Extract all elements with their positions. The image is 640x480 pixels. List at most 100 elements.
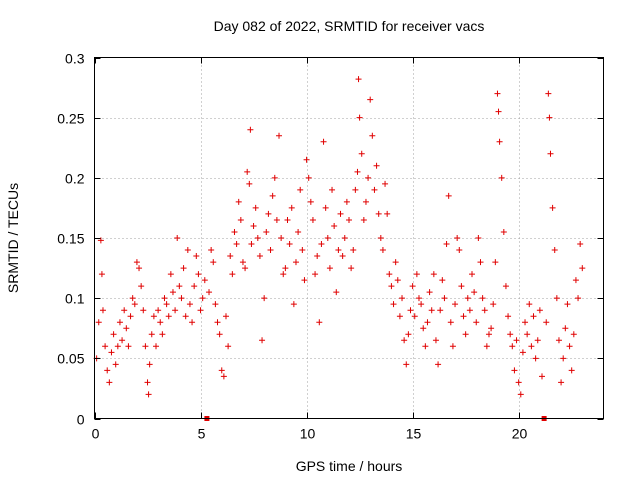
data-point — [479, 295, 486, 302]
data-point — [390, 301, 397, 308]
data-point — [324, 235, 331, 241]
data-point — [114, 343, 121, 350]
data-point — [256, 253, 263, 260]
data-point — [443, 241, 450, 248]
data-point — [399, 295, 406, 302]
data-point — [507, 331, 514, 338]
data-point — [98, 271, 105, 278]
data-point — [519, 349, 526, 356]
data-point — [435, 361, 442, 368]
data-point — [112, 361, 119, 368]
data-point — [575, 295, 582, 302]
data-point — [276, 132, 283, 139]
data-point — [140, 307, 147, 314]
data-point — [407, 307, 414, 314]
data-point — [547, 150, 554, 157]
data-point — [564, 301, 571, 308]
data-point — [248, 241, 255, 248]
data-point — [447, 319, 454, 326]
y-tick-label: 0 — [77, 412, 85, 428]
data-point — [526, 301, 533, 308]
data-point — [182, 313, 189, 320]
data-point — [373, 162, 380, 169]
data-point — [280, 271, 287, 278]
data-point — [355, 76, 362, 83]
data-point — [121, 307, 128, 314]
data-point — [422, 343, 429, 350]
data-point — [420, 325, 427, 332]
data-point — [502, 283, 509, 290]
data-point — [553, 295, 560, 302]
data-point — [299, 247, 306, 254]
data-point — [195, 271, 202, 278]
data-point — [290, 301, 297, 308]
data-point — [358, 150, 365, 157]
data-point — [481, 307, 488, 314]
data-point — [144, 379, 151, 386]
data-point — [247, 126, 254, 133]
data-point — [522, 319, 529, 326]
data-point — [517, 391, 524, 398]
data-point — [469, 271, 476, 278]
data-point — [386, 271, 393, 278]
data-point — [371, 186, 378, 193]
data-point — [297, 186, 304, 193]
data-point — [477, 259, 484, 266]
data-point — [148, 331, 155, 338]
data-point — [441, 295, 448, 302]
data-point — [492, 259, 499, 266]
data-point — [549, 204, 556, 211]
data-point — [214, 319, 221, 326]
data-point — [475, 235, 482, 241]
x-tick-label: 10 — [300, 426, 316, 442]
data-point — [424, 319, 431, 326]
data-point — [252, 204, 259, 211]
chart-title: Day 082 of 2022, SRMTID for receiver vac… — [214, 18, 485, 34]
data-point — [379, 247, 386, 254]
data-point — [99, 307, 106, 314]
data-point — [169, 289, 176, 296]
data-point — [401, 337, 408, 344]
data-point — [161, 295, 168, 302]
data-point — [473, 319, 480, 326]
data-point — [515, 379, 522, 386]
data-point — [528, 343, 535, 350]
data-point — [409, 283, 416, 290]
x-tick-label: 0 — [92, 426, 100, 442]
data-point — [191, 283, 198, 290]
data-point — [577, 241, 584, 248]
data-point — [104, 367, 111, 374]
data-point — [570, 331, 577, 338]
data-point — [495, 108, 502, 115]
data-point — [555, 337, 562, 344]
y-tick-label: 0.3 — [65, 51, 85, 67]
data-point — [131, 301, 138, 308]
data-point — [513, 337, 520, 344]
data-point — [415, 295, 422, 302]
data-point — [560, 355, 567, 362]
data-point — [316, 319, 323, 326]
data-point — [318, 241, 325, 248]
data-point — [267, 247, 274, 254]
data-point — [335, 247, 342, 254]
data-point — [579, 265, 586, 272]
data-point — [460, 313, 467, 320]
data-point — [273, 216, 280, 223]
data-point — [259, 337, 266, 344]
data-point — [284, 216, 291, 223]
data-point — [551, 247, 558, 254]
data-point — [384, 210, 391, 217]
data-point — [159, 331, 166, 338]
data-point — [464, 295, 471, 302]
y-tick-label: 0.15 — [57, 231, 84, 247]
data-point — [119, 337, 126, 344]
data-point — [231, 228, 238, 235]
data-point — [176, 283, 183, 290]
data-point — [449, 343, 456, 350]
data-point — [430, 271, 437, 278]
data-point — [136, 265, 143, 272]
data-point — [558, 379, 565, 386]
data-point — [292, 259, 299, 266]
data-point — [452, 301, 459, 308]
data-point — [157, 319, 164, 326]
